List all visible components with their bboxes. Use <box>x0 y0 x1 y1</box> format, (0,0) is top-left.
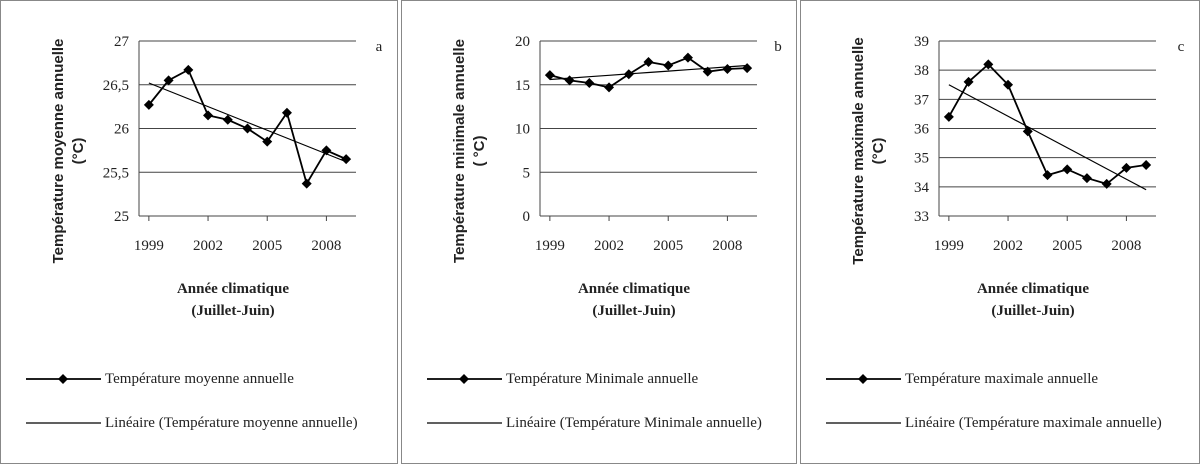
legend-label: Linéaire (Température maximale annuelle) <box>905 415 1162 431</box>
x-tick-label: 2002 <box>594 238 624 254</box>
y-tick-label: 15 <box>515 78 530 94</box>
point <box>1081 173 1092 184</box>
x-tick-label: 2008 <box>712 238 742 254</box>
series-line <box>948 63 1147 185</box>
point <box>1141 159 1152 170</box>
y-tick-label: 35 <box>914 151 929 167</box>
point <box>722 64 733 74</box>
point <box>983 59 994 70</box>
point <box>544 70 555 81</box>
y-axis-label: Température minimale annuelle <box>451 39 468 263</box>
point <box>183 64 194 75</box>
y-axis-label: Température moyenne annuelle <box>50 39 67 264</box>
point <box>1042 170 1053 181</box>
point <box>1062 164 1073 175</box>
y-tick-label: 25,5 <box>103 165 129 181</box>
legend-marker <box>58 374 68 384</box>
legend-label: Température maximale annuelle <box>905 371 1099 387</box>
x-tick-label: 1999 <box>134 238 164 254</box>
legend-label: Température Minimale annuelle <box>506 371 699 387</box>
point <box>564 75 575 86</box>
annotation: b <box>774 39 782 55</box>
point <box>242 123 253 134</box>
x-axis-label: (Juillet-Juin) <box>191 303 274 319</box>
point <box>604 82 615 93</box>
y-tick-label: 26 <box>114 122 130 138</box>
y-tick-label: 10 <box>515 122 530 138</box>
panel: 0 5 10 15 20 1999 2002 2005 2008 b Année climatiqu… <box>401 0 797 464</box>
x-tick-label: 1999 <box>535 238 565 254</box>
point <box>281 107 292 118</box>
x-tick-label: 1999 <box>934 238 964 254</box>
point <box>682 52 693 63</box>
panel: 33 34 35 36 37 38 39 1999 2002 2005 2008 c Année cli… <box>800 0 1200 464</box>
y-axis-label: (°C) <box>70 138 87 165</box>
y-tick-label: 0 <box>523 209 531 225</box>
y-tick-label: 26,5 <box>103 78 129 94</box>
point <box>943 111 954 122</box>
series-line <box>948 84 1147 191</box>
point <box>963 76 974 87</box>
x-tick-label: 2008 <box>311 238 341 254</box>
chart: 25 25,5 26 26,5 27 1999 2002 2005 2008 a Année cli… <box>26 34 383 424</box>
point <box>1121 162 1132 173</box>
series-line <box>549 64 748 81</box>
point <box>262 136 273 147</box>
y-tick-label: 5 <box>523 165 531 181</box>
point <box>742 63 753 74</box>
x-tick-label: 2005 <box>252 238 282 254</box>
y-tick-label: 25 <box>114 209 129 225</box>
point <box>1003 79 1014 90</box>
point <box>163 75 174 86</box>
x-axis-label: (Juillet-Juin) <box>592 303 675 319</box>
point <box>702 66 713 77</box>
y-tick-label: 38 <box>914 63 929 79</box>
point <box>143 99 154 110</box>
x-tick-label: 2008 <box>1111 238 1141 254</box>
y-tick-label: 27 <box>114 34 130 50</box>
y-tick-label: 34 <box>914 180 930 196</box>
point <box>341 154 352 165</box>
point <box>203 110 214 121</box>
y-axis-label: Température maximale annuelle <box>850 37 867 264</box>
x-tick-label: 2002 <box>193 238 223 254</box>
annotation: c <box>1178 39 1185 55</box>
x-axis-label: Année climatique <box>177 281 289 297</box>
chart: 0 5 10 15 20 1999 2002 2005 2008 b Année climatiqu… <box>427 34 782 424</box>
y-tick-label: 33 <box>914 209 929 225</box>
legend-label: Linéaire (Température moyenne annuelle) <box>105 415 358 431</box>
y-tick-label: 36 <box>914 122 930 138</box>
point <box>663 60 674 71</box>
series-line <box>148 82 347 163</box>
panel: 25 25,5 26 26,5 27 1999 2002 2005 2008 a Année cli… <box>0 0 398 464</box>
legend-label: Linéaire (Température Minimale annuelle) <box>506 415 762 431</box>
legend-marker <box>858 374 868 384</box>
x-tick-label: 2005 <box>653 238 683 254</box>
x-axis-label: (Juillet-Juin) <box>991 303 1074 319</box>
point <box>1101 178 1112 189</box>
y-tick-label: 20 <box>515 34 530 50</box>
legend-label: Température moyenne annuelle <box>105 371 294 387</box>
x-axis-label: Année climatique <box>977 281 1089 297</box>
point <box>301 178 312 189</box>
y-axis-label: (°C) <box>870 138 887 165</box>
point <box>584 78 595 88</box>
x-axis-label: Année climatique <box>578 281 690 297</box>
y-tick-label: 37 <box>914 92 930 108</box>
point <box>1022 126 1033 137</box>
x-tick-label: 2002 <box>993 238 1023 254</box>
y-tick-label: 39 <box>914 34 929 50</box>
point <box>643 57 654 67</box>
y-axis-label: ( °C) <box>471 136 488 167</box>
legend-marker <box>459 374 469 384</box>
point <box>222 114 233 125</box>
x-tick-label: 2005 <box>1052 238 1082 254</box>
annotation: a <box>376 39 383 55</box>
chart: 33 34 35 36 37 38 39 1999 2002 2005 2008 c Année cli… <box>826 34 1185 424</box>
